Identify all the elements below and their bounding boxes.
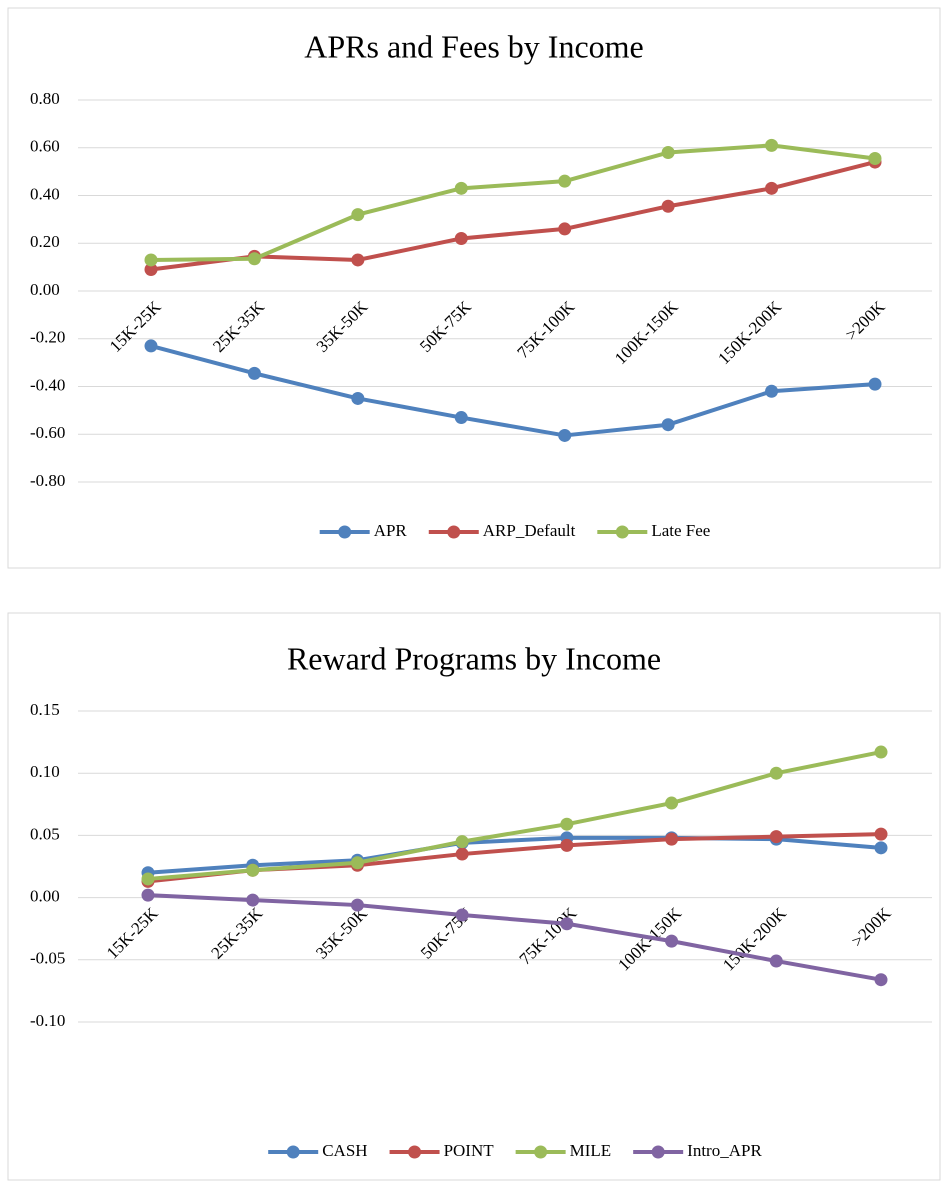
legend-item: MILE <box>515 1141 612 1160</box>
series-marker <box>560 817 574 831</box>
series-marker <box>765 138 779 152</box>
series-marker <box>246 863 260 877</box>
series-marker <box>454 411 468 425</box>
legend-label: ARP_Default <box>483 521 576 540</box>
series-marker <box>455 835 469 849</box>
y-tick-label: 0.05 <box>30 824 60 843</box>
series-marker <box>350 856 364 870</box>
chart-frame <box>7 7 941 569</box>
legend: APR ARP_Default Late Fee <box>319 521 710 540</box>
series-marker <box>141 888 155 902</box>
series-marker <box>247 366 261 380</box>
legend-item: Intro_APR <box>633 1141 762 1160</box>
legend-marker <box>338 525 352 539</box>
series-marker <box>351 391 365 405</box>
y-tick-label: -0.40 <box>30 375 65 394</box>
y-tick-label: 0.00 <box>30 887 60 906</box>
legend-item: CASH <box>268 1141 368 1160</box>
series-line <box>147 893 882 982</box>
series-marker <box>874 745 888 759</box>
legend-item: POINT <box>389 1141 495 1160</box>
series-marker <box>665 934 679 948</box>
series-marker <box>558 174 572 188</box>
series-marker <box>769 766 783 780</box>
series-marker <box>558 222 572 236</box>
series-marker <box>661 199 675 213</box>
y-tick-label: -0.80 <box>30 471 65 490</box>
legend-marker <box>286 1145 300 1159</box>
y-tick-label: -0.10 <box>30 1011 65 1030</box>
series-marker <box>144 253 158 267</box>
legend-label: CASH <box>322 1141 367 1160</box>
series-marker <box>661 418 675 432</box>
series-marker <box>247 252 261 266</box>
series-marker <box>454 181 468 195</box>
series-marker <box>765 181 779 195</box>
series-marker <box>144 339 158 353</box>
legend-label: POINT <box>444 1141 495 1160</box>
y-tick-label: 0.80 <box>30 89 60 108</box>
legend-marker <box>534 1145 548 1159</box>
y-tick-label: 0.10 <box>30 762 60 781</box>
series-marker <box>144 263 158 277</box>
y-tick-label: 0.20 <box>30 232 60 251</box>
chart-title: APRs and Fees by Income <box>304 28 644 64</box>
y-tick-label: -0.05 <box>30 949 65 968</box>
series-marker <box>351 253 365 267</box>
y-tick-label: 0.15 <box>30 700 60 719</box>
series-marker <box>874 827 888 841</box>
y-tick-label: -0.20 <box>30 328 65 347</box>
chart-title: Reward Programs by Income <box>287 640 661 676</box>
legend-label: MILE <box>570 1141 612 1160</box>
legend-marker <box>615 525 629 539</box>
series-line <box>150 143 876 262</box>
y-tick-label: 0.60 <box>30 137 60 156</box>
series-marker <box>769 954 783 968</box>
series-marker <box>665 796 679 810</box>
series-marker <box>560 838 574 852</box>
series-marker <box>874 841 888 855</box>
series-line <box>150 160 876 272</box>
series-marker <box>874 973 888 987</box>
series-marker <box>141 872 155 886</box>
legend-label: Intro_APR <box>687 1141 762 1160</box>
legend-marker <box>447 525 461 539</box>
legend-label: APR <box>374 521 408 540</box>
series-marker <box>868 151 882 165</box>
legend-item: APR <box>319 521 408 540</box>
legend-marker <box>408 1145 422 1159</box>
series-marker <box>560 917 574 931</box>
series-marker <box>868 377 882 391</box>
y-tick-label: 0.00 <box>30 280 60 299</box>
series-marker <box>350 898 364 912</box>
series-marker <box>558 428 572 442</box>
series-line <box>147 750 882 881</box>
series-marker <box>454 231 468 245</box>
series-marker <box>661 146 675 160</box>
series-marker <box>765 384 779 398</box>
series-line <box>150 343 876 438</box>
series-marker <box>455 847 469 861</box>
legend-label: Late Fee <box>651 521 710 540</box>
legend: CASH POINT MILE Intro_APR <box>268 1141 762 1160</box>
legend-item: ARP_Default <box>428 521 576 540</box>
series-marker <box>455 908 469 922</box>
y-tick-label: 0.40 <box>30 184 60 203</box>
legend-item: Late Fee <box>597 521 710 540</box>
series-marker <box>351 208 365 222</box>
series-marker <box>769 830 783 844</box>
series-marker <box>246 893 260 907</box>
legend-marker <box>651 1145 665 1159</box>
series-marker <box>665 832 679 846</box>
y-tick-label: -0.60 <box>30 423 65 442</box>
